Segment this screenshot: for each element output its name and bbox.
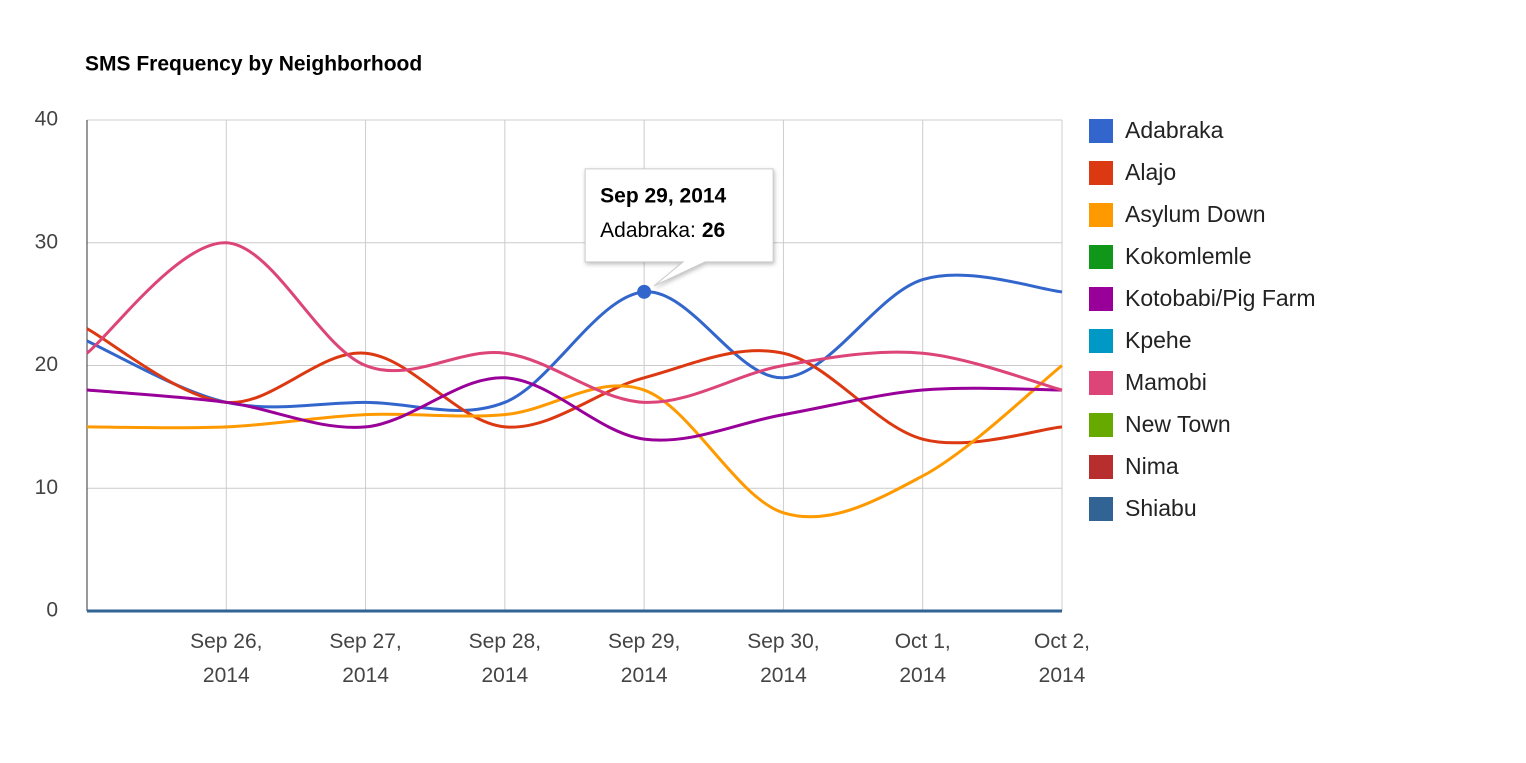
tooltip-title: Sep 29, 2014 bbox=[600, 184, 726, 207]
legend-swatch bbox=[1089, 497, 1113, 521]
highlight-point bbox=[637, 284, 652, 299]
legend-label: New Town bbox=[1125, 411, 1231, 437]
tooltip-text: Adabraka: 26 bbox=[600, 218, 725, 241]
legend-swatch bbox=[1089, 203, 1113, 227]
legend-label: Mamobi bbox=[1125, 369, 1207, 395]
x-tick-label: Sep 30, 2014 bbox=[747, 630, 819, 687]
legend-label: Alajo bbox=[1125, 159, 1176, 185]
series-line bbox=[86, 376, 1063, 442]
legend-swatch bbox=[1089, 287, 1113, 311]
y-tick-label: 40 bbox=[35, 108, 58, 131]
legend-swatch bbox=[1089, 413, 1113, 437]
y-tick-label: 10 bbox=[35, 476, 58, 499]
x-tick-label: Sep 29, 2014 bbox=[608, 630, 680, 687]
legend-label: Asylum Down bbox=[1125, 201, 1266, 227]
legend-swatch bbox=[1089, 161, 1113, 185]
x-tick-label: Sep 28, 2014 bbox=[469, 630, 541, 687]
series-line bbox=[86, 241, 1063, 404]
legend-label: Shiabu bbox=[1125, 495, 1197, 521]
x-tick-label: Oct 1, 2014 bbox=[895, 630, 951, 687]
tooltip-value: 26 bbox=[702, 218, 725, 241]
y-tick-label: 0 bbox=[46, 599, 58, 622]
x-tick-label: Oct 2, 2014 bbox=[1034, 630, 1090, 687]
legend-label: Kpehe bbox=[1125, 327, 1192, 353]
legend-swatch bbox=[1089, 455, 1113, 479]
legend-label: Adabraka bbox=[1125, 117, 1224, 143]
y-tick-label: 30 bbox=[35, 230, 58, 253]
x-tick-label: Sep 26, 2014 bbox=[190, 630, 262, 687]
series-line bbox=[86, 364, 1063, 519]
tooltip-label: Adabraka: bbox=[600, 218, 696, 241]
chart-title: SMS Frequency by Neighborhood bbox=[85, 53, 422, 76]
legend-swatch bbox=[1089, 245, 1113, 269]
tooltip: Sep 29, 2014 Adabraka: 26 bbox=[584, 168, 774, 287]
legend-swatch bbox=[1089, 329, 1113, 353]
legend-label: Kotobabi/Pig Farm bbox=[1125, 285, 1315, 311]
legend-swatch bbox=[1089, 371, 1113, 395]
legend-swatch bbox=[1089, 119, 1113, 143]
x-tick-label: Sep 27, 2014 bbox=[329, 630, 401, 687]
legend-label: Nima bbox=[1125, 453, 1179, 479]
y-tick-label: 20 bbox=[35, 353, 58, 376]
legend-label: Kokomlemle bbox=[1125, 243, 1252, 269]
tooltip-box bbox=[584, 168, 774, 287]
